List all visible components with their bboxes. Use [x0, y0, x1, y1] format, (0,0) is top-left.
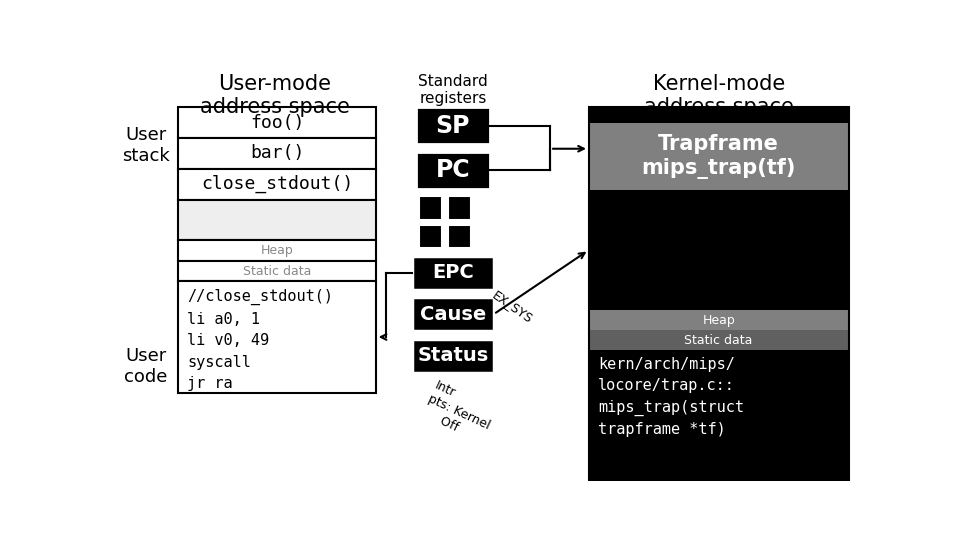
Bar — [416, 107, 490, 144]
Text: close_stdout(): close_stdout() — [201, 175, 353, 193]
Bar — [179, 200, 375, 240]
Bar — [447, 225, 471, 248]
Text: Static data: Static data — [243, 265, 311, 278]
Text: Standard
registers: Standard registers — [418, 74, 488, 106]
Bar — [179, 261, 375, 281]
Text: Trapframe
mips_trap(tf): Trapframe mips_trap(tf) — [641, 134, 796, 179]
Text: //close_stdout()
li a0, 1
li v0, 49
syscall
jr ra: //close_stdout() li a0, 1 li v0, 49 sysc… — [187, 289, 333, 392]
Text: User-mode
address space: User-mode address space — [200, 74, 350, 117]
Bar — [588, 190, 849, 309]
Text: Intr
pts: Kernel
     Off: Intr pts: Kernel Off — [420, 379, 498, 446]
Text: Cause: Cause — [420, 305, 486, 324]
Bar — [588, 107, 849, 481]
Bar — [179, 107, 375, 138]
Text: SP: SP — [436, 113, 470, 138]
Text: User
stack: User stack — [122, 126, 170, 165]
Bar — [179, 169, 375, 200]
Bar — [179, 240, 375, 261]
Text: User
code: User code — [124, 347, 167, 386]
Bar — [588, 123, 849, 190]
Text: EX_SYS: EX_SYS — [490, 288, 535, 325]
Text: Static data: Static data — [684, 334, 753, 347]
Bar — [588, 309, 849, 330]
Bar — [447, 197, 471, 220]
Bar — [412, 339, 493, 373]
Text: Heap: Heap — [260, 244, 294, 257]
Bar — [420, 197, 443, 220]
Bar — [179, 138, 375, 169]
Text: Kernel-mode
address space: Kernel-mode address space — [644, 74, 794, 117]
Bar — [588, 107, 849, 123]
Bar — [588, 330, 849, 350]
Text: Status: Status — [418, 346, 489, 366]
Bar — [588, 350, 849, 481]
Text: Heap: Heap — [703, 314, 735, 327]
Bar — [416, 152, 490, 189]
Text: kern/arch/mips/
locore/trap.c::
mips_trap(struct
trapframe *tf): kern/arch/mips/ locore/trap.c:: mips_tra… — [598, 357, 744, 437]
Text: bar(): bar() — [250, 144, 304, 163]
Bar — [412, 256, 493, 289]
Bar — [412, 298, 493, 331]
Text: PC: PC — [436, 158, 470, 183]
Bar — [179, 281, 375, 393]
Bar — [420, 225, 443, 248]
Text: EPC: EPC — [432, 263, 473, 282]
Text: foo(): foo() — [250, 113, 304, 132]
